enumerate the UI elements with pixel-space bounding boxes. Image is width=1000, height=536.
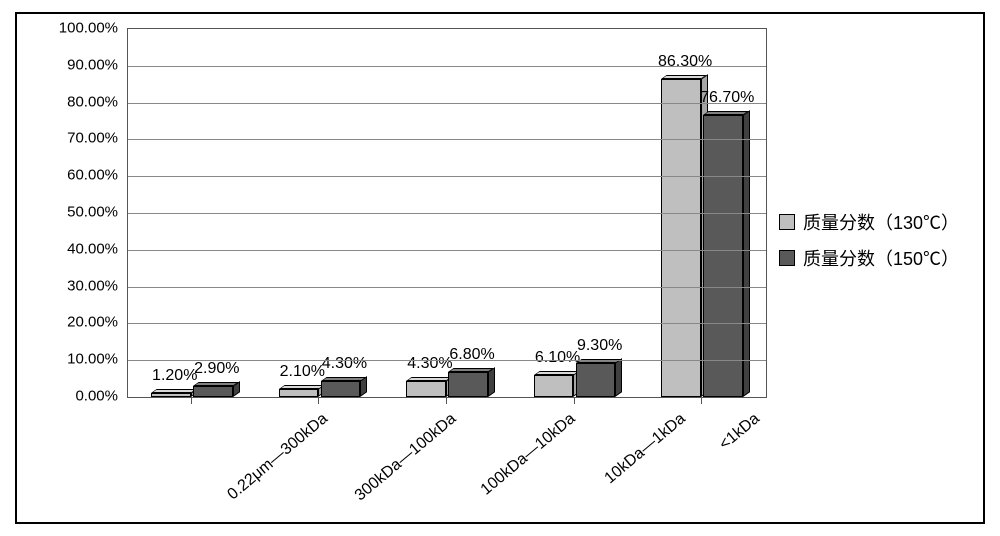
data-label: 6.10% — [535, 349, 580, 367]
gridline — [128, 287, 766, 288]
data-label: 6.80% — [449, 346, 494, 364]
x-axis-group: 100kDa—10kDa — [382, 398, 510, 508]
y-axis-tick-label: 100.00% — [43, 20, 118, 37]
legend: 质量分数（130℃） 质量分数（150℃） — [779, 209, 959, 281]
bar — [534, 375, 574, 397]
data-label: 86.30% — [658, 53, 712, 71]
y-axis-tick-label: 90.00% — [43, 56, 118, 73]
bar-front — [406, 381, 446, 397]
bar — [151, 393, 191, 397]
bar-side-face — [615, 358, 622, 397]
data-label: 2.10% — [280, 363, 325, 381]
x-axis-group: 10kDa—1kDa — [510, 398, 638, 508]
bar-side-face — [743, 110, 750, 397]
y-axis-tick-label: 50.00% — [43, 204, 118, 221]
y-axis-tick-label: 80.00% — [43, 93, 118, 110]
x-axis-tick-label: <1kDa — [716, 410, 763, 454]
bar — [321, 381, 361, 397]
bar-top-face — [193, 382, 238, 386]
x-axis-tick — [318, 398, 319, 404]
y-axis-tick-label: 20.00% — [43, 314, 118, 331]
bar — [576, 363, 616, 397]
y-axis-tick-label: 70.00% — [43, 130, 118, 147]
bar-top-face — [448, 368, 493, 372]
y-axis-labels: 0.00%10.00%20.00%30.00%40.00%50.00%60.00… — [47, 28, 122, 398]
y-axis-tick-label: 10.00% — [43, 351, 118, 368]
data-label: 9.30% — [577, 337, 622, 355]
gridline — [128, 103, 766, 104]
chart-wrap: 0.00%10.00%20.00%30.00%40.00%50.00%60.00… — [47, 24, 977, 514]
bar-front — [193, 386, 233, 397]
bar — [448, 372, 488, 397]
bar-side-face — [360, 376, 367, 397]
bar-front — [321, 381, 361, 397]
x-axis-group: 0.22μm—300kDa — [127, 398, 255, 508]
bar — [193, 386, 233, 397]
data-label: 76.70% — [700, 89, 754, 107]
data-label: 4.30% — [322, 355, 367, 373]
y-axis-tick-label: 0.00% — [43, 388, 118, 405]
x-axis-group: 300kDa—100kDa — [255, 398, 383, 508]
legend-label-0: 质量分数（130℃） — [803, 209, 959, 235]
bar — [406, 381, 446, 397]
x-axis-group: <1kDa — [637, 398, 765, 508]
gridline — [128, 360, 766, 361]
gridline — [128, 213, 766, 214]
y-axis-tick-label: 40.00% — [43, 240, 118, 257]
x-axis-tick — [574, 398, 575, 404]
x-axis: 0.22μm—300kDa300kDa—100kDa100kDa—10kDa10… — [127, 398, 767, 508]
x-axis-tick — [446, 398, 447, 404]
x-axis-tick — [191, 398, 192, 404]
gridline — [128, 323, 766, 324]
data-label: 4.30% — [407, 355, 452, 373]
data-label: 1.20% — [152, 367, 197, 385]
bar-front — [661, 79, 701, 397]
legend-item-1: 质量分数（150℃） — [779, 245, 959, 271]
legend-swatch-0 — [779, 214, 795, 230]
bar — [661, 79, 701, 397]
bar-front — [703, 115, 743, 397]
gridline — [128, 250, 766, 251]
gridline — [128, 66, 766, 67]
bar-top-face — [406, 377, 451, 381]
bar-top-face — [661, 75, 706, 79]
bar-front — [534, 375, 574, 397]
legend-swatch-1 — [779, 250, 795, 266]
y-axis-tick-label: 60.00% — [43, 167, 118, 184]
bar — [703, 115, 743, 397]
gridline — [128, 139, 766, 140]
bar-front — [576, 363, 616, 397]
bar — [279, 389, 319, 397]
bar-front — [151, 393, 191, 397]
bar-front — [279, 389, 319, 397]
x-axis-tick — [701, 398, 702, 404]
data-label: 2.90% — [194, 360, 239, 378]
gridline — [128, 176, 766, 177]
chart-frame: 0.00% 10.00% 20.00% 30.00% 40.00% 50.00% 60.00… — [15, 12, 985, 524]
bar-front — [448, 372, 488, 397]
screenshot-root: 0.00% 10.00% 20.00% 30.00% 40.00% 50.00% 60.00… — [0, 0, 1000, 536]
bar-top-face — [151, 389, 196, 393]
bar-top-face — [703, 111, 748, 115]
legend-item-0: 质量分数（130℃） — [779, 209, 959, 235]
legend-label-1: 质量分数（150℃） — [803, 245, 959, 271]
y-axis-tick-label: 30.00% — [43, 277, 118, 294]
plot-area: 1.20%2.90%2.10%4.30%4.30%6.80%6.10%9.30%… — [127, 28, 767, 398]
bar-side-face — [488, 367, 495, 397]
